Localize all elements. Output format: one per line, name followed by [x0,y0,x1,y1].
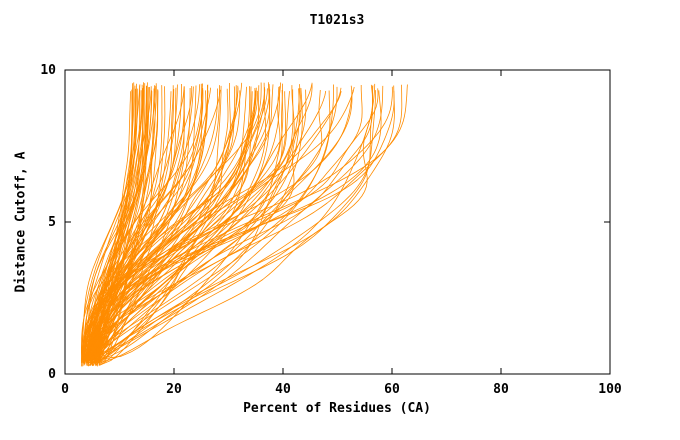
model-curve [90,88,218,365]
model-curve [84,85,147,362]
model-curve [81,85,353,358]
x-tick-label: 60 [384,382,400,397]
model-curve [84,89,133,361]
model-curve [83,82,262,359]
chart-title: T1021s3 [309,13,365,28]
model-curve [98,90,382,359]
x-tick-label: 40 [275,382,291,397]
model-curve [94,89,159,359]
x-tick-label: 0 [61,382,69,397]
model-curve [90,85,374,366]
model-curve [94,85,208,363]
model-curve [97,88,256,361]
y-tick-label: 10 [40,63,56,78]
model-curve [85,83,133,366]
model-curve [93,86,166,365]
model-curve [99,89,266,366]
y-tick-label: 5 [48,215,56,230]
model-curve [86,86,150,358]
model-curve [92,85,239,358]
model-curve [93,89,185,358]
model-curve [85,85,295,362]
model-curve [81,85,222,360]
model-curve [97,84,408,359]
x-axis-label: Percent of Residues (CA) [243,401,431,416]
model-curve [87,84,182,367]
model-curve [89,85,395,367]
x-tick-label: 100 [598,382,622,397]
model-curve [84,86,252,358]
model-curve [89,90,327,362]
model-curve [95,85,147,360]
model-curve [87,82,270,365]
model-curve [92,86,374,359]
model-curve [83,85,384,360]
model-curve [100,85,237,359]
model-curve [82,87,342,363]
model-curve [81,89,307,362]
y-tick-label: 0 [48,367,56,382]
x-tick-label: 20 [166,382,182,397]
model-curve [98,86,194,364]
model-curve [96,87,303,363]
model-curve [82,85,163,360]
model-curve [82,87,239,361]
model-curve [84,84,313,358]
model-curve [84,83,376,363]
model-curve [89,87,355,359]
model-curve [93,82,265,364]
model-curve [99,88,268,366]
x-tick-label: 80 [493,382,509,397]
model-curve [89,90,331,360]
model-curve [86,84,143,359]
